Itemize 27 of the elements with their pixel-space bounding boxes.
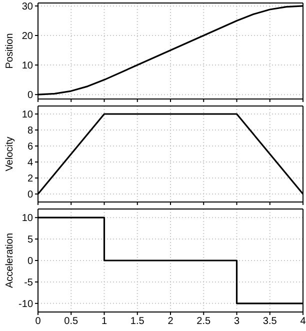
y-tick-label: -5	[24, 278, 34, 289]
x-tick-label: 1.5	[130, 316, 145, 328]
y-tick-label: 4	[27, 158, 34, 169]
y-tick-label: 2	[27, 174, 34, 185]
y-tick-label: -10	[18, 298, 34, 310]
y-axis-title: Acceleration	[4, 232, 16, 288]
x-tick-label: 0.5	[64, 316, 79, 328]
y-tick-label: 6	[27, 142, 34, 153]
y-tick-label: 5	[27, 234, 34, 246]
x-tick-label: 2	[168, 316, 174, 328]
y-tick-label: 10	[22, 213, 34, 224]
x-tick-label: 3.5	[262, 316, 278, 328]
x-tick-label: 3	[234, 316, 240, 328]
y-axis-title: Position	[4, 33, 16, 69]
x-tick-label: 1	[101, 316, 108, 328]
y-axis-title: Velocity	[4, 136, 16, 172]
y-tick-label: 10	[22, 60, 34, 72]
y-tick-label: 20	[22, 31, 34, 42]
y-tick-label: 0	[27, 256, 34, 268]
y-tick-label: 30	[22, 2, 34, 13]
y-tick-label: 0	[27, 190, 34, 201]
y-tick-label: 8	[27, 126, 34, 137]
x-tick-label: 0	[35, 316, 42, 328]
y-tick-label: 0	[27, 90, 34, 102]
y-tick-label: 10	[22, 110, 34, 121]
x-tick-label: 2.5	[196, 316, 212, 328]
x-tick-label: 4	[300, 316, 306, 328]
